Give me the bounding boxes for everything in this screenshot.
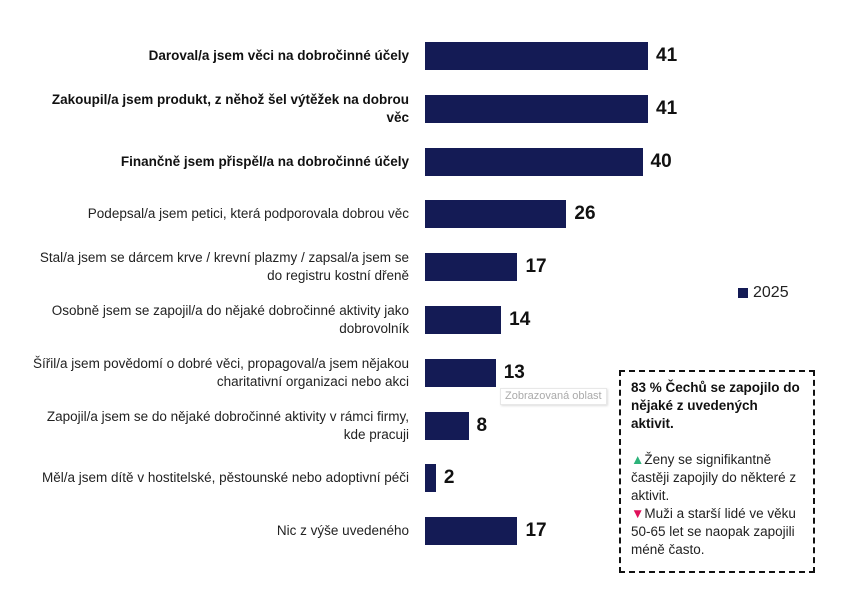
data-label: 17 [525, 520, 547, 542]
category-label: Nic z výše uvedeného [276, 523, 409, 539]
data-label: 41 [656, 97, 678, 119]
data-label: 26 [574, 203, 596, 225]
bar [425, 464, 436, 493]
category-label: Daroval/a jsem věci na dobročinné účely [148, 48, 409, 63]
category-label: Osobně jsem se zapojil/a do nějaké dobro… [51, 303, 409, 336]
triangle-down-icon: ▼ [631, 506, 645, 521]
category-label: Zakoupil/a jsem produkt, z něhož šel výt… [51, 91, 409, 125]
data-label: 2 [443, 467, 455, 489]
bar [425, 411, 469, 440]
legend: 2025 [738, 284, 789, 302]
note-box: 83 % Čechů se zapojilo do nějaké z uvede… [619, 370, 815, 573]
category-label: Zapojil/a jsem se do nějaké dobročinné a… [46, 408, 409, 442]
data-label: 13 [503, 361, 525, 383]
bar [425, 200, 567, 229]
tooltip: Zobrazovaná oblast [500, 388, 607, 405]
category-label: Stal/a jsem se dárcem krve / krevní plaz… [39, 250, 409, 284]
bar [425, 253, 518, 282]
note-headline: 83 % Čechů se zapojilo do nějaké z uvede… [631, 380, 800, 431]
note-down-text: Muži a starší lidé ve věku 50-65 let se … [631, 506, 796, 557]
legend-label: 2025 [753, 284, 789, 301]
bar [425, 94, 648, 123]
data-label: 17 [525, 256, 547, 278]
category-label: Měl/a jsem dítě v hostitelské, pěstounsk… [42, 470, 409, 486]
data-label: 14 [509, 309, 531, 330]
triangle-up-icon: ▲ [631, 452, 645, 467]
bar [425, 147, 643, 176]
bar [425, 517, 518, 546]
note-up-text: Ženy se signifikantně častěji zapojily d… [631, 452, 797, 503]
category-label: Finančně jsem přispěl/a na dobročinné úč… [120, 153, 409, 169]
legend-swatch [738, 288, 748, 298]
bar [425, 306, 502, 334]
category-label: Šířil/a jsem povědomí o dobré věci, prop… [33, 355, 409, 389]
bar [425, 358, 496, 387]
data-label: 8 [476, 414, 488, 436]
data-label: 40 [650, 150, 672, 172]
data-label: 41 [656, 45, 678, 66]
bar [425, 42, 648, 70]
category-label: Podepsal/a jsem petici, která podporoval… [87, 206, 409, 222]
